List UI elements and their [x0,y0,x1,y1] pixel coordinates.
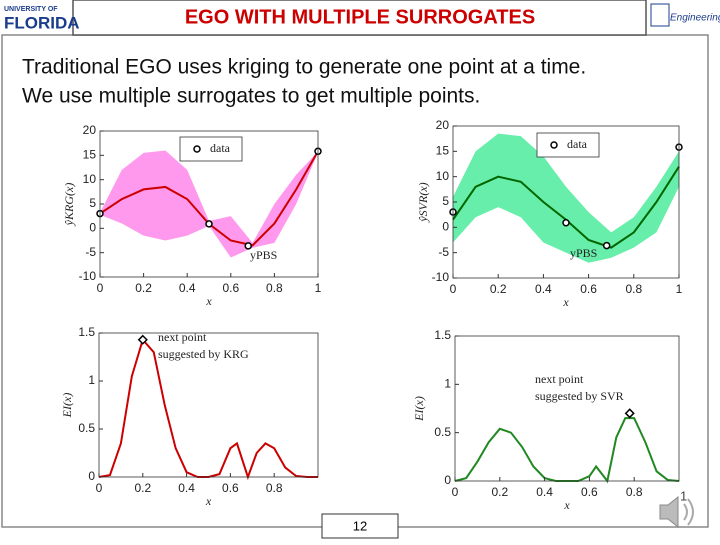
y-tick-label: 5 [442,194,449,208]
y-tick-label: 1.5 [434,328,451,342]
x-tick-label: 0 [452,485,459,499]
annotation: next point [158,330,207,344]
x-tick-label: 1 [676,282,683,296]
next-point-marker [137,334,148,345]
x-axis-label: x [562,295,569,309]
y-tick-label: 10 [436,169,450,183]
y-tick-label: 20 [436,118,450,132]
slide-marker: 1 [680,488,687,503]
x-tick-label: 0.8 [625,282,642,296]
confidence-band [453,133,679,263]
x-tick-label: 0.6 [580,282,597,296]
logo-main: FLORIDA [4,13,80,32]
confidence-band [100,150,318,258]
next-point-marker [624,408,635,419]
data-point [205,220,213,228]
speaker-body[interactable] [659,495,679,529]
y-tick-label: 0.5 [78,421,95,435]
legend-marker [550,141,558,149]
x-tick-label: 0.8 [626,485,643,499]
curve [98,337,318,481]
y-tick-label: 1 [444,377,451,391]
x-axis-label: x [205,294,212,308]
x-tick-label: 0.4 [178,481,195,495]
y-axis-label: ŷKRG(x) [62,183,76,227]
y-tick-label: 20 [83,123,97,137]
y-tick-label: 15 [83,148,97,162]
x-tick-label: 0.8 [266,281,283,295]
annotation: suggested by SVR [535,389,624,403]
y-tick-label: 10 [83,172,97,186]
y-tick-label: -10 [79,269,97,283]
legend-box [179,136,243,162]
y-axis-label: ŷSVR(x) [416,182,430,222]
y-axis-label: EI(x) [412,396,426,422]
x-tick-label: 0.2 [134,481,151,495]
logo-engineering: Engineering [670,13,720,24]
y-tick-label: -5 [85,245,96,259]
x-tick-label: 0.4 [536,485,553,499]
body-line: Traditional EGO uses kriging to generate… [22,56,586,79]
y-tick-label: 0 [88,469,95,483]
y-tick-label: 0 [442,220,449,234]
annotation: next point [535,372,584,386]
slide-title: EGO WITH MULTIPLE SURROGATES [185,6,535,28]
x-tick-label: 0.6 [222,281,239,295]
x-tick-label: 0.6 [581,485,598,499]
x-axis-label: x [205,494,212,508]
x-tick-label: 0 [97,281,104,295]
logo-top: UNIVERSITY OF [4,6,58,13]
x-axis-label: x [563,498,570,512]
x-tick-label: 0.4 [179,281,196,295]
y-tick-label: 1.5 [78,325,95,339]
speaker-waves[interactable] [683,498,694,526]
title-box [72,0,647,36]
data-point [602,241,611,250]
data-point [562,218,570,227]
logo-mark [650,3,670,27]
legend-label: data [210,141,231,155]
plot-area [455,336,679,481]
y-tick-label: -10 [432,270,450,284]
body-line: We use multiple surrogates to get multip… [22,85,480,108]
y-tick-label: -5 [438,245,449,259]
page-number-box [321,513,399,539]
axes-box [454,335,680,482]
x-tick-label: 0.2 [491,485,508,499]
x-tick-label: 1 [315,281,322,295]
y-tick-label: 5 [89,196,96,210]
y-tick-label: 1 [88,373,95,387]
y-tick-label: 0 [444,473,451,487]
legend-marker [193,145,201,153]
x-tick-label: 0.6 [222,481,239,495]
page-number: 12 [353,518,367,533]
axes-box [98,332,319,478]
x-tick-label: 0.2 [135,281,152,295]
speaker-icon[interactable] [659,495,694,529]
annotation: suggested by KRG [158,347,249,361]
x-tick-label: 0.2 [490,282,507,296]
x-tick-label: 0 [450,282,457,296]
legend-box [536,132,600,158]
y-tick-label: 0 [89,221,96,235]
annotation: yPBS [570,246,597,260]
x-tick-label: 0.4 [535,282,552,296]
y-tick-label: 0.5 [434,425,451,439]
x-tick-label: 0 [96,481,103,495]
annotation: yPBS [250,248,277,262]
y-tick-label: 15 [436,144,450,158]
legend-label: data [567,137,588,151]
y-axis-label: EI(x) [60,393,74,419]
plot-area [99,333,318,477]
x-tick-label: 0.8 [266,481,283,495]
data-point [244,242,252,250]
